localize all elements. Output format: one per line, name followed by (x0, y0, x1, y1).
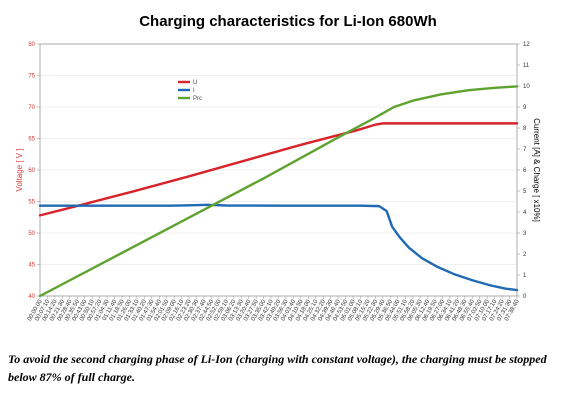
series-line-u (38, 122, 519, 217)
y-tick-left-label: 40 (28, 294, 35, 300)
y-axis-right-label: Current [A] & Charge [ x10%] (532, 118, 541, 222)
y-tick-left-label: 45 (28, 263, 35, 269)
y-tick-right-label: 4 (523, 210, 527, 216)
y-tick-left-label: 75 (28, 74, 35, 80)
y-tick-right-label: 5 (523, 189, 527, 195)
x-axis: 00:00:0000:07:1000:14:2000:21:3000:28:40… (27, 298, 521, 322)
y-tick-right-label: 6 (523, 168, 527, 174)
chart-svg: Charging characteristics for Li-Ion 680W… (15, 13, 541, 322)
legend-label-u: U (193, 80, 197, 86)
y-tick-right-label: 2 (523, 252, 527, 258)
series-line-i (38, 203, 519, 292)
series-group (38, 85, 519, 298)
y-tick-right-label: 1 (523, 273, 527, 279)
y-tick-left-label: 65 (28, 137, 35, 143)
y-axis-left: 40 45 50 55 60 65 70 75 80 (28, 42, 35, 300)
y-tick-right-label: 10 (523, 84, 530, 90)
y-tick-right-label: 8 (523, 126, 527, 132)
legend-label-i: I (193, 88, 195, 94)
chart-title: Charging characteristics for Li-Ion 680W… (139, 13, 437, 30)
y-tick-left-label: 70 (28, 105, 35, 111)
y-tick-right-label: 7 (523, 147, 527, 153)
y-tick-right-label: 9 (523, 105, 527, 111)
caption: To avoid the second charging phase of Li… (8, 352, 547, 384)
y-tick-right-label: 12 (523, 42, 530, 48)
chart: Charging characteristics for Li-Ion 680W… (15, 13, 541, 322)
y-tick-right-label: 11 (523, 63, 530, 69)
legend-label-prc: Prc (193, 96, 202, 102)
y-tick-left-label: 60 (28, 168, 35, 174)
y-tick-left-label: 80 (28, 42, 35, 48)
y-axis-left-label: Voltage [ V ] (15, 148, 24, 191)
legend: UI Prc (178, 80, 202, 102)
series-line-prc (38, 85, 519, 298)
y-tick-right-label: 0 (523, 294, 527, 300)
y-tick-left-label: 55 (28, 200, 35, 206)
y-tick-left-label: 50 (28, 231, 35, 237)
y-tick-right-label: 3 (523, 231, 527, 237)
